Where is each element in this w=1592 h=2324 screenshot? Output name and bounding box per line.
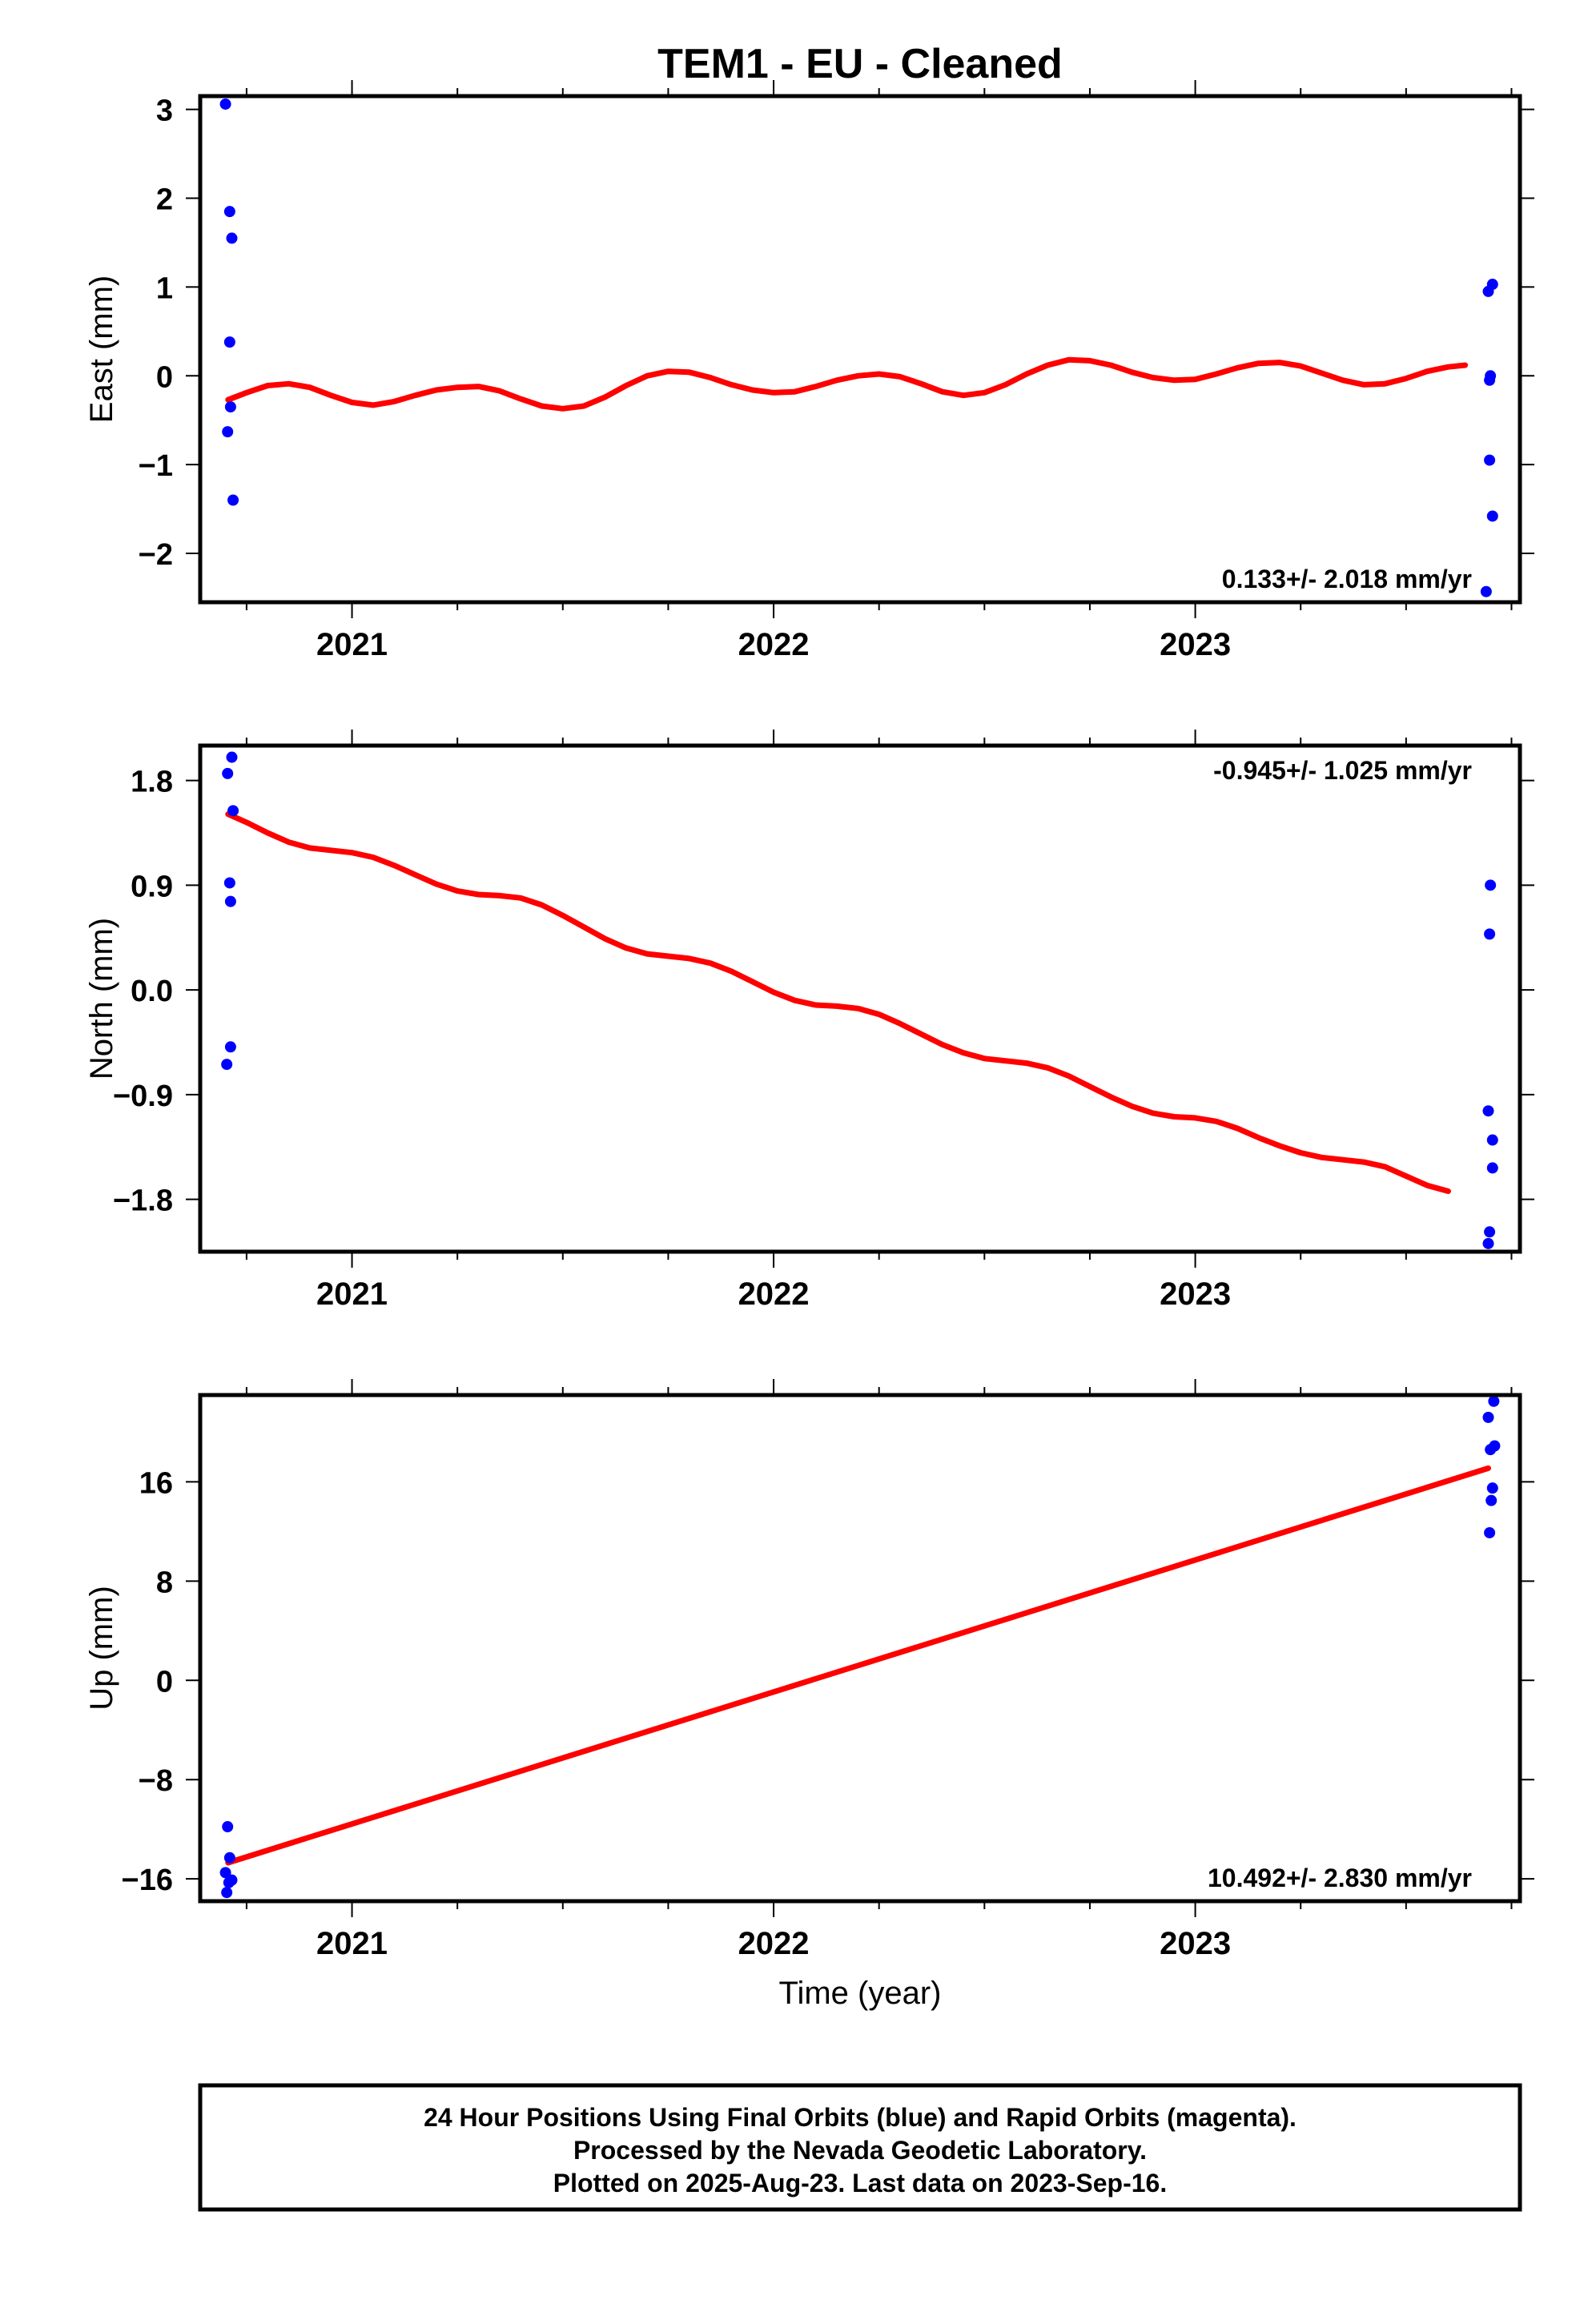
up-xlabel: Time (year)	[779, 1976, 942, 2011]
east-ytick-label: −1	[139, 449, 173, 483]
up-data-point	[222, 1821, 234, 1833]
up-ytick-label: 8	[156, 1566, 173, 1599]
east-ytick-label: 0	[156, 360, 173, 394]
east-ytick-label: 3	[156, 94, 173, 128]
north-ytick-label: −0.9	[113, 1080, 173, 1113]
north-data-point	[223, 877, 235, 889]
up-data-point	[1486, 1482, 1498, 1494]
up-data-point	[223, 1876, 235, 1888]
north-data-point	[1484, 1226, 1496, 1238]
up-data-point	[1482, 1411, 1494, 1423]
up-ytick-label: −16	[122, 1864, 173, 1897]
east-data-point	[222, 426, 234, 438]
east-data-point	[1480, 585, 1492, 597]
north-data-point	[1485, 879, 1497, 891]
up-fit-line	[225, 1465, 1491, 1866]
footer-line-1: 24 Hour Positions Using Final Orbits (bl…	[424, 2103, 1297, 2132]
east-data-point	[1486, 510, 1498, 522]
up-frame	[198, 1393, 1522, 1904]
north-fit-line	[225, 811, 1451, 1194]
up-data-point	[223, 1852, 235, 1864]
east-panel: 2021 2022 2023 3 2 1 0 −1 −2 East (mm) 0.133+/- 2.…	[84, 80, 1534, 662]
east-data-point	[1482, 285, 1494, 297]
up-xtick-label: 2022	[738, 1926, 810, 1961]
footer-line-2: Processed by the Nevada Geodetic Laborat…	[573, 2136, 1147, 2165]
north-data-point	[1482, 1237, 1494, 1249]
north-data-point	[221, 1059, 233, 1071]
up-data-point	[1485, 1444, 1497, 1456]
plots: 2021 2022 2023 3 2 1 0 −1 −2 East (mm) 0.133+/- 2.…	[84, 80, 1534, 2011]
east-xtick-label: 2022	[738, 627, 810, 662]
east-ytick-label: 2	[156, 183, 173, 217]
north-xtick-label: 2022	[738, 1277, 810, 1312]
east-xtick-label: 2021	[316, 627, 388, 662]
north-xtick-label: 2023	[1160, 1277, 1231, 1312]
north-ytick-label: −1.8	[113, 1184, 173, 1218]
north-frame	[198, 743, 1522, 1254]
east-data-point	[226, 232, 238, 244]
up-panel: 2021 2022 2023 16 8 0 −8 −16 Up (mm) Time (year) 1…	[84, 1379, 1534, 2011]
north-xtick-label: 2021	[316, 1277, 388, 1312]
chart-title: TEM1 - EU - Cleaned	[657, 41, 1063, 87]
east-frame	[198, 94, 1522, 605]
footer-box: 24 Hour Positions Using Final Orbits (bl…	[198, 2083, 1522, 2212]
up-data-point	[1484, 1526, 1496, 1538]
north-data-point	[227, 805, 239, 817]
east-data	[219, 98, 1498, 597]
north-data-point	[224, 1041, 236, 1053]
north-data	[221, 751, 1498, 1249]
up-rate-label: 10.492+/- 2.830 mm/yr	[1208, 1864, 1472, 1892]
north-data-point	[1486, 1162, 1498, 1174]
east-data-point	[227, 494, 239, 506]
footer-line-3: Plotted on 2025-Aug-23. Last data on 202…	[553, 2169, 1167, 2197]
east-data-point	[1484, 374, 1496, 386]
north-data-point	[226, 751, 238, 763]
north-ytick-label: 0.0	[131, 975, 173, 1008]
north-ytick-label: 1.8	[131, 766, 173, 799]
up-xtick-label: 2021	[316, 1926, 388, 1961]
east-ytick-label: 1	[156, 271, 173, 305]
up-data-point	[219, 1867, 231, 1879]
up-ytick-label: −8	[139, 1764, 173, 1798]
east-ylabel: East (mm)	[84, 275, 119, 423]
north-data-point	[1482, 1105, 1494, 1117]
north-ytick-label: 0.9	[131, 870, 173, 903]
up-data-point	[221, 1887, 233, 1899]
east-ytick-label: −2	[139, 538, 173, 572]
north-panel: 2021 2022 2023 1.8 0.9 0.0 −0.9 −1.8 North (mm) -…	[84, 730, 1534, 1312]
up-data-point	[1488, 1395, 1500, 1407]
north-data-point	[224, 895, 236, 907]
footer-frame	[198, 2083, 1522, 2212]
east-data-point	[1484, 454, 1496, 466]
north-data-point	[222, 767, 234, 779]
east-data-point	[224, 401, 236, 413]
up-xtick-label: 2023	[1160, 1926, 1231, 1961]
up-ytick-label: 16	[139, 1466, 173, 1500]
east-fit-line	[225, 356, 1469, 412]
east-data-point	[223, 206, 235, 218]
east-rate-label: 0.133+/- 2.018 mm/yr	[1222, 565, 1472, 593]
north-data-point	[1486, 1134, 1498, 1146]
north-data-point	[1484, 928, 1496, 940]
up-ylabel: Up (mm)	[84, 1586, 119, 1711]
east-data-point	[219, 98, 231, 110]
east-data-point	[223, 336, 235, 348]
east-xtick-label: 2023	[1160, 627, 1231, 662]
up-data-point	[1485, 1494, 1498, 1506]
north-ylabel: North (mm)	[84, 918, 119, 1080]
up-ytick-label: 0	[156, 1665, 173, 1699]
up-data	[219, 1395, 1501, 1899]
north-rate-label: -0.945+/- 1.025 mm/yr	[1213, 756, 1472, 785]
